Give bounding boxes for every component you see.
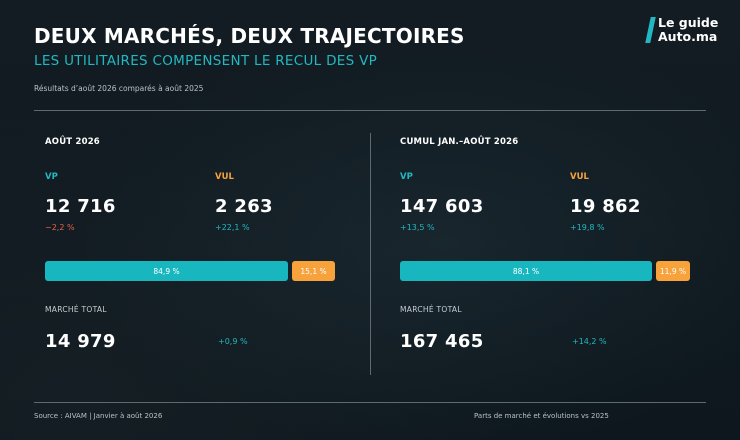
logo-line-2: Auto.ma (658, 29, 718, 44)
total-market-label: MARCHÉ TOTAL (45, 305, 107, 314)
vp-share-segment: 88,1 % (400, 261, 652, 281)
vul-label: VUL (215, 172, 234, 182)
vul-value: 19 862 (570, 196, 641, 217)
vp-label: VP (400, 172, 413, 182)
vp-label: VP (45, 172, 58, 182)
vul-share-segment: 15,1 % (292, 261, 335, 281)
vp-change: +13,5 % (400, 223, 435, 232)
vul-label: VUL (570, 172, 589, 182)
section-title: CUMUL JAN.–AOÛT 2026 (400, 137, 519, 147)
vul-value: 2 263 (215, 196, 273, 217)
vp-share-segment: 84,9 % (45, 261, 288, 281)
total-market-change: +14,2 % (572, 337, 607, 346)
column-divider (370, 133, 371, 375)
logo-line-1: Le guide (658, 15, 719, 30)
page-subtitle: LES UTILITAIRES COMPENSENT LE RECUL DES … (34, 53, 378, 69)
page-title: DEUX MARCHÉS, DEUX TRAJECTOIRES (34, 24, 465, 48)
vp-value: 147 603 (400, 196, 484, 217)
market-share-bar: 84,9 % 15,1 % (45, 261, 335, 281)
section-title: AOÛT 2026 (45, 137, 100, 147)
total-market-value: 14 979 (45, 331, 116, 352)
total-market-label: MARCHÉ TOTAL (400, 305, 462, 314)
total-market-value: 167 465 (400, 331, 484, 352)
total-market-change: +0,9 % (218, 337, 248, 346)
vul-share-segment: 11,9 % (656, 261, 690, 281)
vul-change: +19,8 % (570, 223, 605, 232)
vp-value: 12 716 (45, 196, 116, 217)
source-note: Source : AIVAM | Janvier à août 2026 (34, 412, 163, 420)
market-share-bar: 88,1 % 11,9 % (400, 261, 690, 281)
header-divider (34, 110, 706, 111)
vp-change: −2,2 % (45, 223, 75, 232)
vul-change: +22,1 % (215, 223, 250, 232)
comparison-note: Résultats d’août 2026 comparés à août 20… (34, 84, 204, 93)
footer-legend: Parts de marché et évolutions vs 2025 (474, 412, 609, 420)
logo-mark-icon (645, 17, 656, 43)
footer-divider (34, 402, 706, 403)
brand-logo[interactable]: Le guide Auto.ma (645, 14, 728, 48)
